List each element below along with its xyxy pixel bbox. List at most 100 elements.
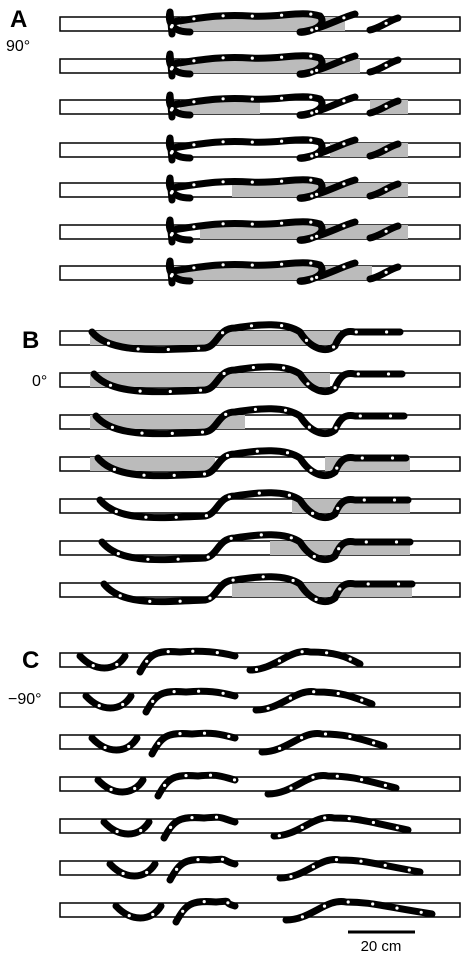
marker-dot — [221, 140, 225, 144]
marker-dot — [315, 192, 319, 196]
marker-dot — [309, 178, 313, 182]
marker-dot — [169, 274, 173, 278]
marker-dot — [386, 372, 391, 376]
marker-dot — [257, 491, 261, 495]
marker-dot — [250, 56, 254, 60]
marker-dot — [221, 263, 225, 267]
marker-dot — [323, 732, 328, 736]
marker-dot — [314, 597, 318, 602]
marker-dot — [145, 659, 149, 663]
marker-dot — [169, 67, 173, 71]
marker-dot — [148, 599, 152, 604]
marker-dot — [231, 578, 235, 582]
snake-body — [98, 531, 414, 564]
marker-dot — [309, 12, 313, 16]
marker-dot — [91, 664, 95, 668]
marker-dot — [348, 657, 352, 661]
marker-dot — [342, 224, 346, 228]
marker-dot — [289, 875, 293, 879]
marker-dot — [360, 778, 364, 782]
marker-dot — [253, 407, 257, 411]
marker-dot — [184, 774, 188, 778]
marker-dot — [278, 746, 282, 751]
marker-dot — [112, 467, 116, 471]
marker-dot — [198, 388, 203, 392]
marker-dot — [222, 371, 226, 376]
marker-dot — [202, 731, 207, 735]
marker-dot — [206, 555, 210, 559]
marker-dot — [309, 220, 313, 224]
marker-dot — [114, 509, 118, 514]
angle-label: 0° — [32, 373, 47, 390]
marker-dot — [136, 347, 140, 351]
marker-dot — [335, 774, 339, 778]
marker-dot — [285, 451, 290, 455]
marker-dot — [287, 493, 291, 497]
marker-dot — [146, 557, 150, 561]
marker-dot — [336, 691, 340, 696]
marker-dot — [221, 180, 225, 184]
marker-dot — [169, 108, 173, 112]
marker-dot — [310, 277, 314, 281]
marker-dot — [342, 142, 346, 146]
marker-dot — [251, 365, 255, 370]
marker-dot — [394, 540, 399, 544]
marker-dot — [334, 426, 338, 430]
marker-dot — [172, 690, 176, 694]
marker-dot — [310, 70, 314, 74]
marker-dot — [342, 99, 346, 103]
marker-dot — [192, 143, 196, 147]
marker-dot — [419, 910, 423, 914]
marker-dot — [390, 456, 395, 460]
angle-label: −90° — [8, 691, 42, 708]
marker-dot — [309, 138, 313, 142]
marker-dot — [392, 498, 397, 502]
marker-dot — [307, 425, 311, 429]
marker-dot — [280, 324, 284, 328]
marker-dot — [178, 599, 182, 603]
marker-dot — [221, 14, 225, 18]
panel-letter: B — [22, 327, 39, 354]
marker-dot — [169, 825, 173, 830]
marker-dot — [310, 28, 314, 32]
marker-dot — [311, 865, 315, 869]
marker-dot — [127, 914, 131, 918]
marker-dot — [277, 834, 281, 838]
marker-dot — [315, 275, 319, 279]
marker-dot — [356, 372, 360, 376]
marker-dot — [109, 787, 113, 792]
marker-dot — [255, 449, 259, 453]
angle-label: 90° — [6, 38, 30, 55]
marker-dot — [190, 816, 194, 820]
marker-dot — [366, 582, 370, 586]
marker-dot — [192, 183, 196, 187]
marker-dot — [133, 786, 137, 791]
contact-region — [90, 457, 215, 471]
marker-dot — [224, 412, 228, 416]
contact-region — [90, 415, 245, 429]
marker-dot — [300, 825, 304, 830]
marker-dot — [291, 578, 295, 583]
marker-dot — [192, 17, 196, 21]
marker-dot — [157, 741, 161, 746]
marker-dot — [325, 651, 329, 655]
marker-dot — [116, 552, 120, 556]
marker-dot — [315, 109, 319, 113]
snake-body — [76, 647, 364, 676]
marker-dot — [115, 829, 119, 834]
marker-dot — [362, 498, 366, 502]
marker-dot — [178, 732, 182, 736]
marker-dot — [145, 870, 149, 875]
marker-dot — [342, 58, 346, 62]
marker-dot — [346, 900, 350, 904]
marker-dot — [384, 147, 388, 151]
marker-dot — [97, 704, 101, 708]
marker-dot — [142, 473, 146, 477]
marker-dot — [221, 56, 225, 60]
marker-dot — [280, 179, 284, 183]
marker-dot — [348, 734, 352, 739]
contact-region — [90, 373, 330, 387]
marker-dot — [140, 431, 144, 435]
marker-dot — [280, 55, 284, 59]
marker-dot — [261, 575, 265, 579]
